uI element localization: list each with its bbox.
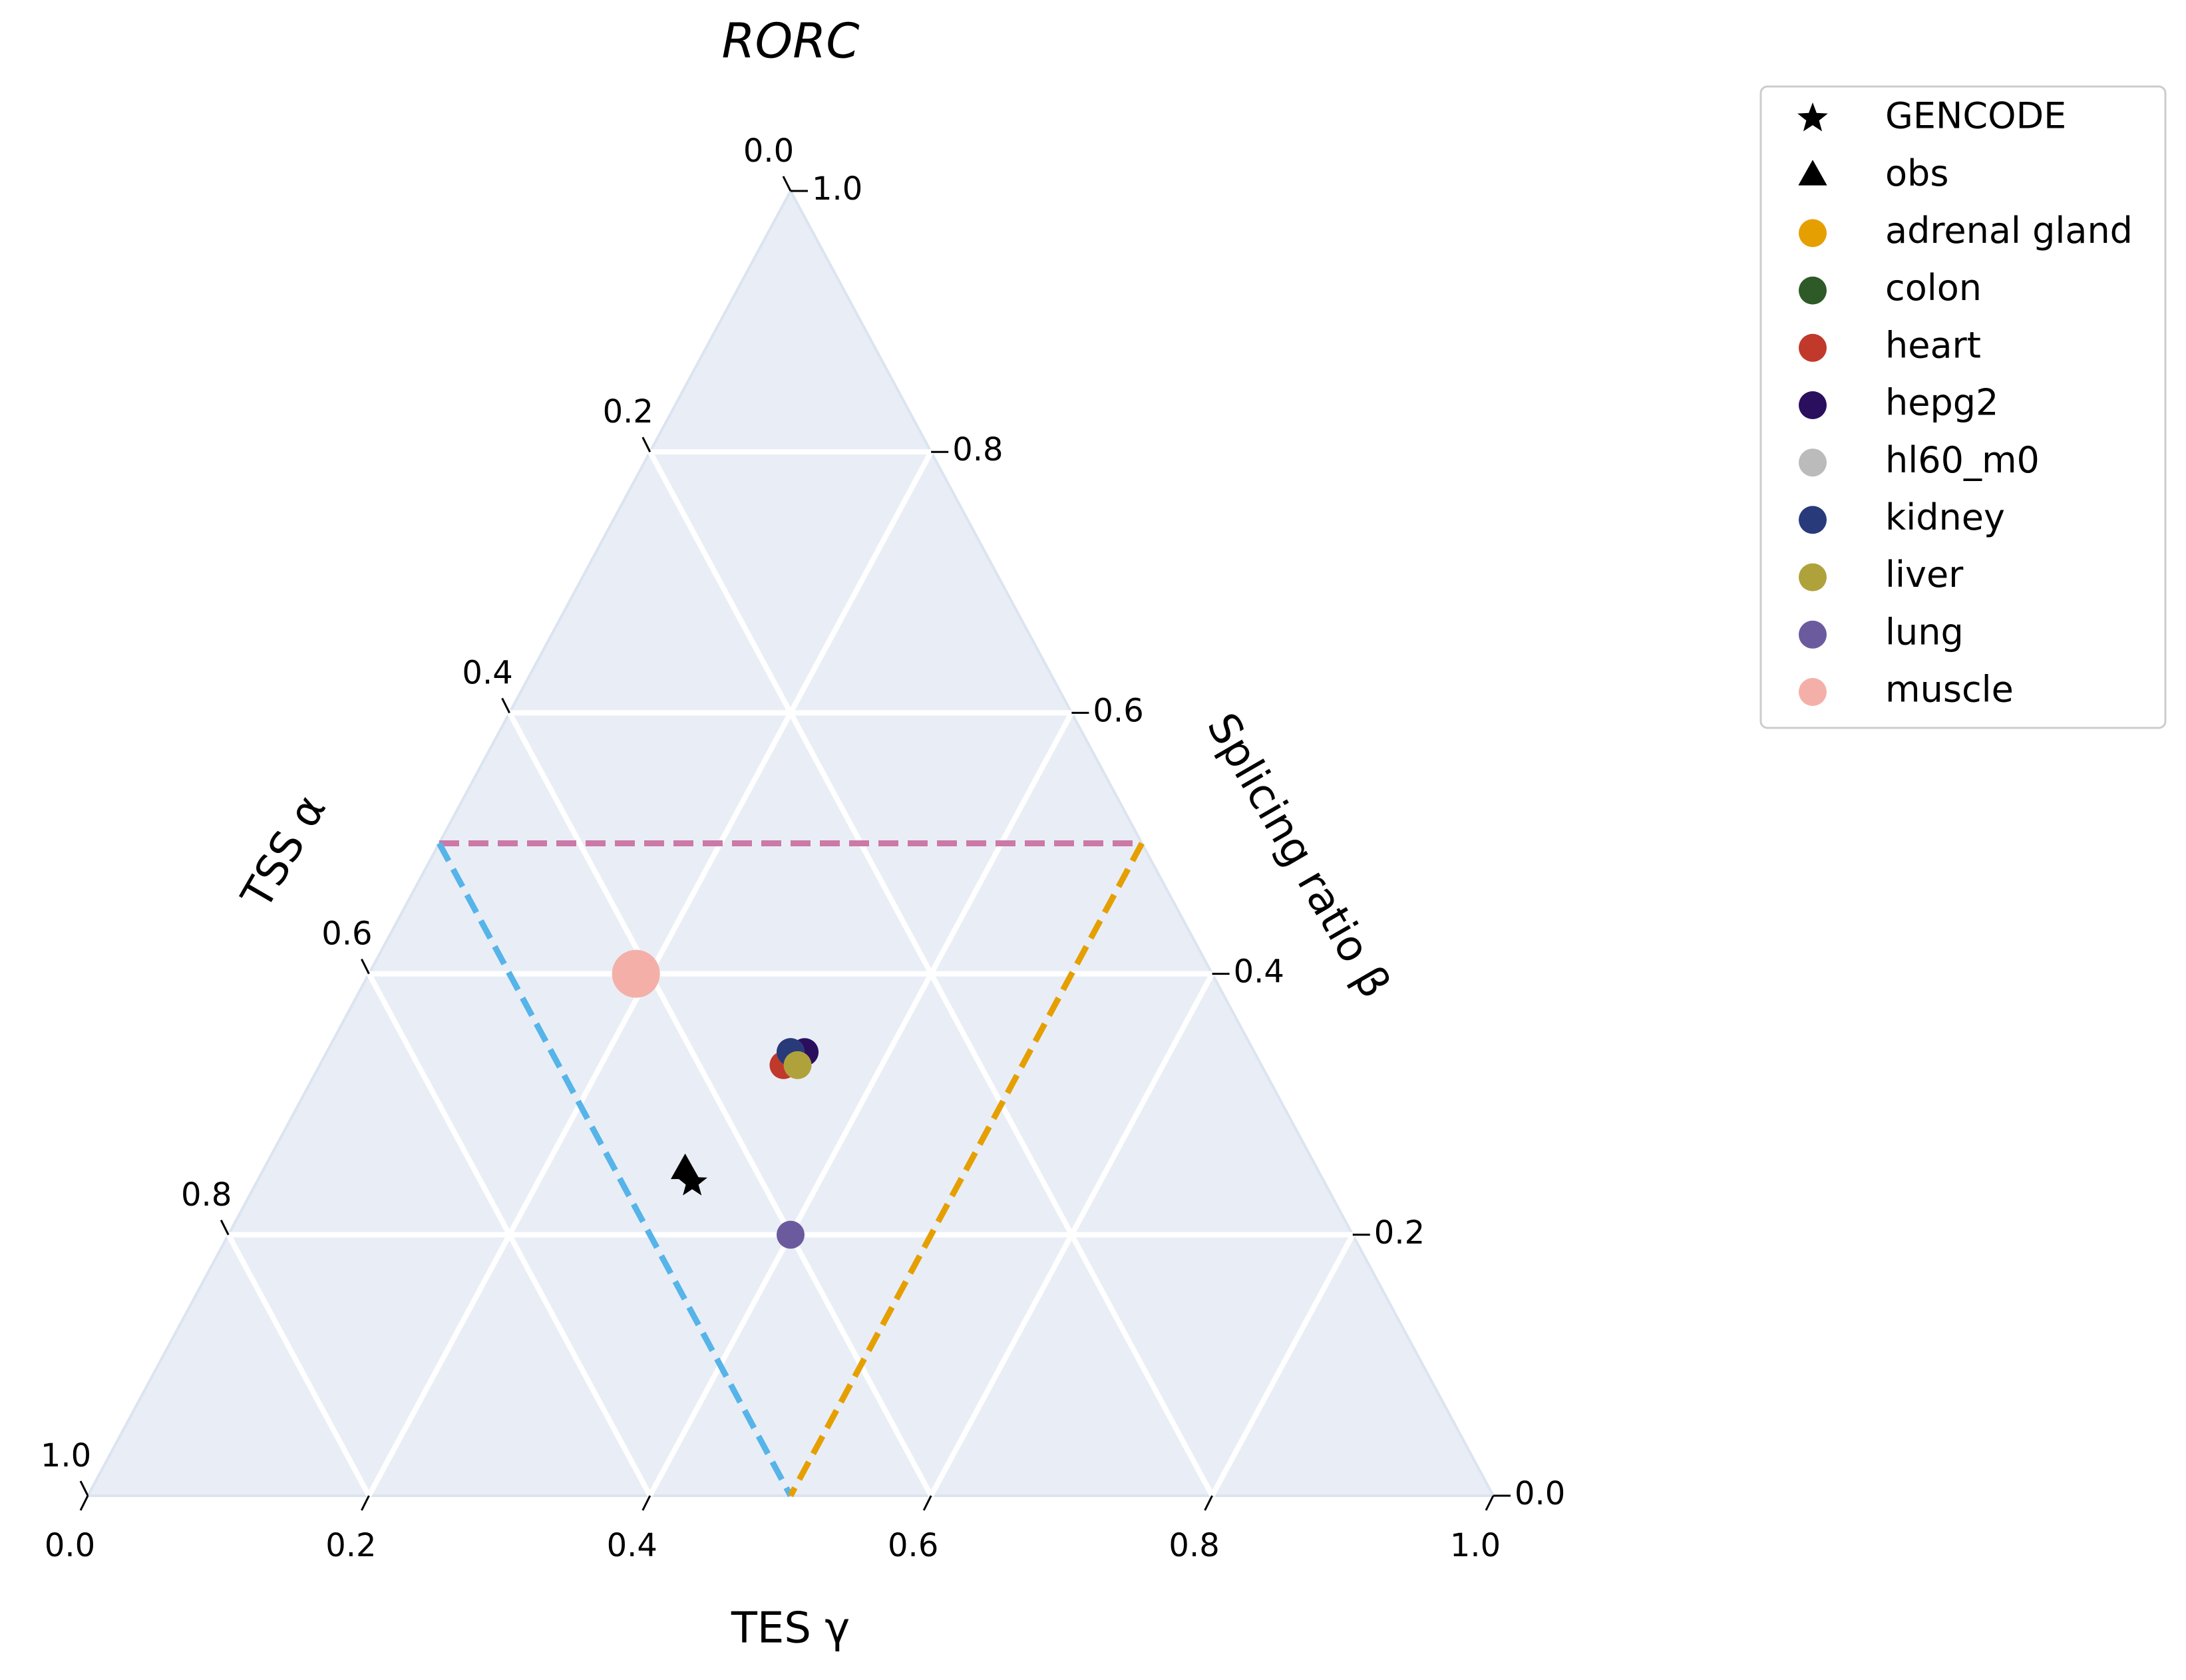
legend-label: colon xyxy=(1885,267,1982,309)
tss-tick-label: 0.0 xyxy=(743,132,794,170)
tss-tick xyxy=(79,1480,89,1496)
tss-tick xyxy=(782,176,792,192)
tss-tick-label: 0.6 xyxy=(321,916,372,953)
tss-tick xyxy=(361,958,370,975)
data-point xyxy=(777,1220,805,1249)
legend-label: lung xyxy=(1885,611,1964,653)
tes-tick xyxy=(641,1495,651,1511)
tes-tick xyxy=(1485,1495,1495,1511)
tss-axis-title: TSS α xyxy=(232,787,336,918)
legend-marker xyxy=(1799,333,1827,362)
tss-tick xyxy=(641,436,651,452)
splicing-tick-label: 0.6 xyxy=(1093,692,1143,729)
tes-tick-label: 0.4 xyxy=(607,1527,657,1564)
tss-tick-label: 1.0 xyxy=(41,1437,91,1474)
splicing-axis-title: Splicing ratio β xyxy=(1197,705,1399,1007)
legend-label: hepg2 xyxy=(1885,382,1998,424)
tss-tick xyxy=(220,1220,230,1236)
legend-marker xyxy=(1799,391,1827,419)
tes-tick-label: 0.8 xyxy=(1169,1527,1219,1564)
legend-marker xyxy=(1799,506,1827,534)
legend-label: kidney xyxy=(1885,496,2005,538)
legend-marker xyxy=(1799,219,1827,248)
tes-tick xyxy=(79,1495,89,1511)
splicing-tick-label: 0.8 xyxy=(952,431,1003,468)
legend-label: muscle xyxy=(1885,669,2014,711)
data-point xyxy=(671,1153,700,1180)
splicing-tick-label: 0.4 xyxy=(1234,953,1284,991)
tss-tick-label: 0.4 xyxy=(462,654,512,691)
tes-axis-title: TES γ xyxy=(731,1604,850,1653)
legend-marker xyxy=(1798,160,1827,186)
legend-marker xyxy=(1799,563,1827,591)
legend-marker xyxy=(1799,678,1827,706)
legend-label: GENCODE xyxy=(1885,95,2066,137)
tes-tick-label: 0.0 xyxy=(45,1527,95,1564)
legend-label: obs xyxy=(1885,152,1948,194)
grid-line xyxy=(226,1233,371,1497)
legend-marker xyxy=(1799,620,1827,649)
splicing-tick-label: 0.0 xyxy=(1515,1475,1565,1512)
data-point xyxy=(612,949,660,998)
data-point xyxy=(677,1166,707,1196)
tes-tick-label: 0.6 xyxy=(888,1527,938,1564)
legend-marker xyxy=(1799,448,1827,477)
legend-label: liver xyxy=(1885,554,1964,595)
tes-tick-label: 0.2 xyxy=(325,1527,376,1564)
legend-marker xyxy=(1799,276,1827,305)
boundary-line xyxy=(788,842,1145,1498)
grid-line xyxy=(366,972,653,1497)
legend-marker xyxy=(1797,102,1828,132)
boundary-line xyxy=(437,842,793,1498)
tss-tick xyxy=(501,697,510,714)
grid-line xyxy=(1210,1233,1356,1497)
tes-tick xyxy=(361,1495,370,1511)
tes-tick-label: 1.0 xyxy=(1450,1527,1501,1564)
legend-label: heart xyxy=(1885,324,1981,366)
splicing-tick-label: 1.0 xyxy=(812,170,862,208)
legend-box xyxy=(1759,85,2167,729)
data-point xyxy=(783,1051,812,1079)
tes-tick xyxy=(1204,1495,1213,1511)
tss-tick-label: 0.2 xyxy=(603,393,653,430)
legend-label: hl60_m0 xyxy=(1885,439,2040,481)
splicing-tick-label: 0.2 xyxy=(1374,1214,1425,1252)
grid-line xyxy=(647,450,1215,1497)
chart-title: RORC xyxy=(722,13,860,69)
legend-label: adrenal gland xyxy=(1885,210,2133,252)
tss-tick-label: 0.8 xyxy=(181,1176,232,1214)
tes-tick xyxy=(922,1495,932,1511)
